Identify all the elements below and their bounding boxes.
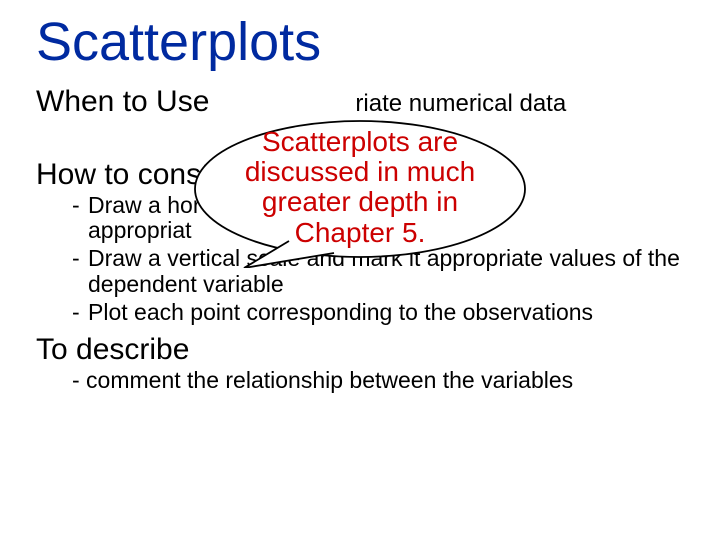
bullet-text: Plot each point corresponding to the obs…: [88, 300, 690, 326]
list-item: - Draw a vertical scale and mark it appr…: [72, 246, 690, 298]
bullet-text: Draw a vertical scale and mark it approp…: [88, 246, 690, 298]
to-describe-line: - comment the relationship between the v…: [72, 368, 690, 394]
dash-icon: -: [72, 246, 88, 298]
how-to-head: How to const: [36, 158, 690, 191]
when-to-use-head: When to Use: [36, 85, 209, 118]
how-to-bullets: - Draw a horappropriat - Draw a vertical…: [72, 193, 690, 326]
list-item: - Plot each point corresponding to the o…: [72, 300, 690, 326]
when-to-use-trail: riate numerical data: [355, 91, 566, 117]
list-item: - Draw a horappropriat: [72, 193, 690, 245]
when-to-use-row: When to Use riate numerical data: [36, 85, 690, 118]
slide-title: Scatterplots: [36, 14, 690, 71]
dash-icon: -: [72, 193, 88, 245]
dash-icon: -: [72, 300, 88, 326]
bullet-text: Draw a horappropriat: [88, 193, 690, 245]
to-describe-head: To describe: [36, 333, 690, 366]
slide: Scatterplots When to Use riate numerical…: [0, 0, 720, 540]
